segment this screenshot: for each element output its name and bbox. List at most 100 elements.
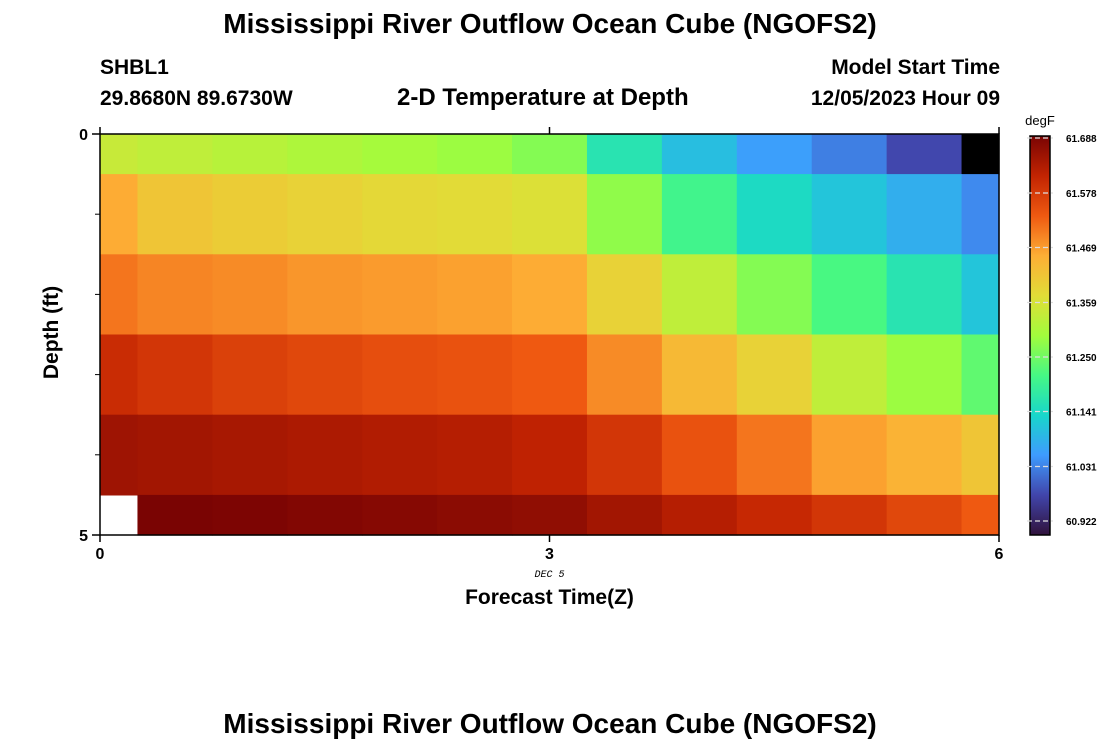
heatmap-cell bbox=[362, 494, 438, 536]
heatmap-cell bbox=[437, 174, 513, 255]
heatmap-cell bbox=[811, 494, 888, 536]
heatmap-cell bbox=[811, 334, 888, 416]
heatmap-cell bbox=[212, 414, 288, 496]
heatmap-cell bbox=[961, 414, 1000, 496]
heatmap-cell bbox=[100, 334, 139, 416]
heatmap-cell bbox=[661, 414, 738, 496]
heatmap-cell bbox=[512, 414, 588, 496]
heatmap-cell bbox=[886, 254, 963, 336]
colorbar-tick-label: 60.922 bbox=[1066, 517, 1097, 528]
heatmap-cell bbox=[287, 134, 363, 175]
heatmap-cell bbox=[586, 414, 663, 496]
heatmap-cell bbox=[586, 254, 663, 336]
heatmap-cell bbox=[736, 414, 813, 496]
station-id: SHBL1 bbox=[100, 56, 169, 79]
heatmap-cell bbox=[137, 134, 213, 175]
x-axis-date-label: DEC 5 bbox=[534, 570, 564, 581]
heatmap-cell bbox=[137, 254, 213, 336]
heatmap-cell bbox=[437, 494, 513, 536]
footer-title: Mississippi River Outflow Ocean Cube (NG… bbox=[223, 708, 877, 739]
heatmap-cell bbox=[212, 134, 288, 175]
model-start-label: Model Start Time bbox=[831, 56, 1000, 79]
heatmap-cell bbox=[100, 174, 139, 255]
heatmap-cell bbox=[886, 134, 963, 175]
colorbar: 61.688 61.578 61.469 61.359 61.250 61.141 61.0… bbox=[1027, 134, 1097, 536]
heatmap-cell bbox=[212, 494, 288, 536]
y-tick-label: 5 bbox=[79, 528, 88, 545]
x-tick-label: 3 bbox=[545, 546, 554, 563]
heatmap-cell bbox=[437, 414, 513, 496]
heatmap-cell bbox=[287, 334, 363, 416]
x-axis-title: Forecast Time(Z) bbox=[465, 586, 634, 609]
colorbar-tick-label: 61.031 bbox=[1066, 463, 1097, 474]
heatmap-cell bbox=[661, 334, 738, 416]
heatmap-cell bbox=[137, 174, 213, 255]
heatmap-cell bbox=[212, 174, 288, 255]
heatmap-cell bbox=[512, 134, 588, 175]
heatmap-cell bbox=[661, 494, 738, 536]
heatmap-cell bbox=[661, 134, 738, 175]
heatmap-cell bbox=[736, 494, 813, 536]
heatmap-cell bbox=[287, 174, 363, 255]
heatmap-cell bbox=[961, 494, 1000, 536]
heatmap-cell bbox=[586, 174, 663, 255]
heatmap-cell bbox=[961, 134, 1000, 175]
colorbar-tick-label: 61.578 bbox=[1066, 189, 1097, 200]
heatmap-cell bbox=[362, 334, 438, 416]
heatmap-cell bbox=[437, 254, 513, 336]
heatmap-cell bbox=[212, 254, 288, 336]
heatmap-cell bbox=[661, 174, 738, 255]
heatmap-cell bbox=[437, 134, 513, 175]
colorbar-gradient bbox=[1029, 135, 1051, 536]
heatmap-cell bbox=[961, 254, 1000, 336]
heatmap-cell bbox=[362, 254, 438, 336]
page-title: Mississippi River Outflow Ocean Cube (NG… bbox=[223, 8, 877, 39]
heatmap-cell bbox=[886, 414, 963, 496]
heatmap-cell bbox=[287, 494, 363, 536]
heatmap-cell bbox=[100, 134, 139, 175]
colorbar-tick-label: 61.469 bbox=[1066, 244, 1097, 255]
heatmap-cell bbox=[811, 414, 888, 496]
heatmap-cell bbox=[362, 134, 438, 175]
heatmap-cell bbox=[512, 254, 588, 336]
heatmap-cell bbox=[886, 494, 963, 536]
colorbar-tick-label: 61.688 bbox=[1066, 134, 1097, 145]
colorbar-tick-label: 61.250 bbox=[1066, 353, 1097, 364]
heatmap-cell bbox=[961, 174, 1000, 255]
heatmap-cell bbox=[287, 254, 363, 336]
heatmap-cell bbox=[736, 174, 813, 255]
heatmap-cell bbox=[212, 334, 288, 416]
heatmap-cell bbox=[736, 334, 813, 416]
heatmap-chart: 0 3 605 Forecast Time(Z) DEC 5 Depth (ft) … bbox=[40, 113, 1097, 609]
heatmap-cell bbox=[362, 174, 438, 255]
heatmap-cell bbox=[586, 134, 663, 175]
heatmap-cell bbox=[961, 334, 1000, 416]
heatmap-cell bbox=[512, 494, 588, 536]
heatmap-cell bbox=[287, 414, 363, 496]
x-tick-label: 0 bbox=[96, 546, 105, 563]
heatmap-cell bbox=[100, 254, 139, 336]
y-axis-title: Depth (ft) bbox=[40, 286, 63, 379]
heatmap-cell bbox=[586, 494, 663, 536]
y-tick-label: 0 bbox=[79, 127, 88, 144]
heatmap-cells bbox=[100, 134, 1000, 536]
heatmap-cell bbox=[437, 334, 513, 416]
heatmap-cell bbox=[512, 334, 588, 416]
heatmap-cell bbox=[811, 134, 888, 175]
heatmap-cell bbox=[137, 414, 213, 496]
heatmap-cell bbox=[811, 254, 888, 336]
colorbar-tick-label: 61.359 bbox=[1066, 299, 1097, 310]
heatmap-cell bbox=[886, 174, 963, 255]
heatmap-cell bbox=[736, 254, 813, 336]
x-tick-label: 6 bbox=[995, 546, 1004, 563]
heatmap-cell bbox=[886, 334, 963, 416]
heatmap-cell bbox=[362, 414, 438, 496]
colorbar-unit: degF bbox=[1025, 113, 1055, 128]
heatmap-cell bbox=[100, 414, 139, 496]
heatmap-cell bbox=[736, 134, 813, 175]
model-start-value: 12/05/2023 Hour 09 bbox=[810, 87, 1000, 110]
heatmap-cell bbox=[811, 174, 888, 255]
heatmap-cell bbox=[137, 494, 213, 536]
station-coordinates: 29.8680N 89.6730W bbox=[100, 87, 293, 110]
chart-subtitle: 2-D Temperature at Depth bbox=[397, 84, 689, 111]
